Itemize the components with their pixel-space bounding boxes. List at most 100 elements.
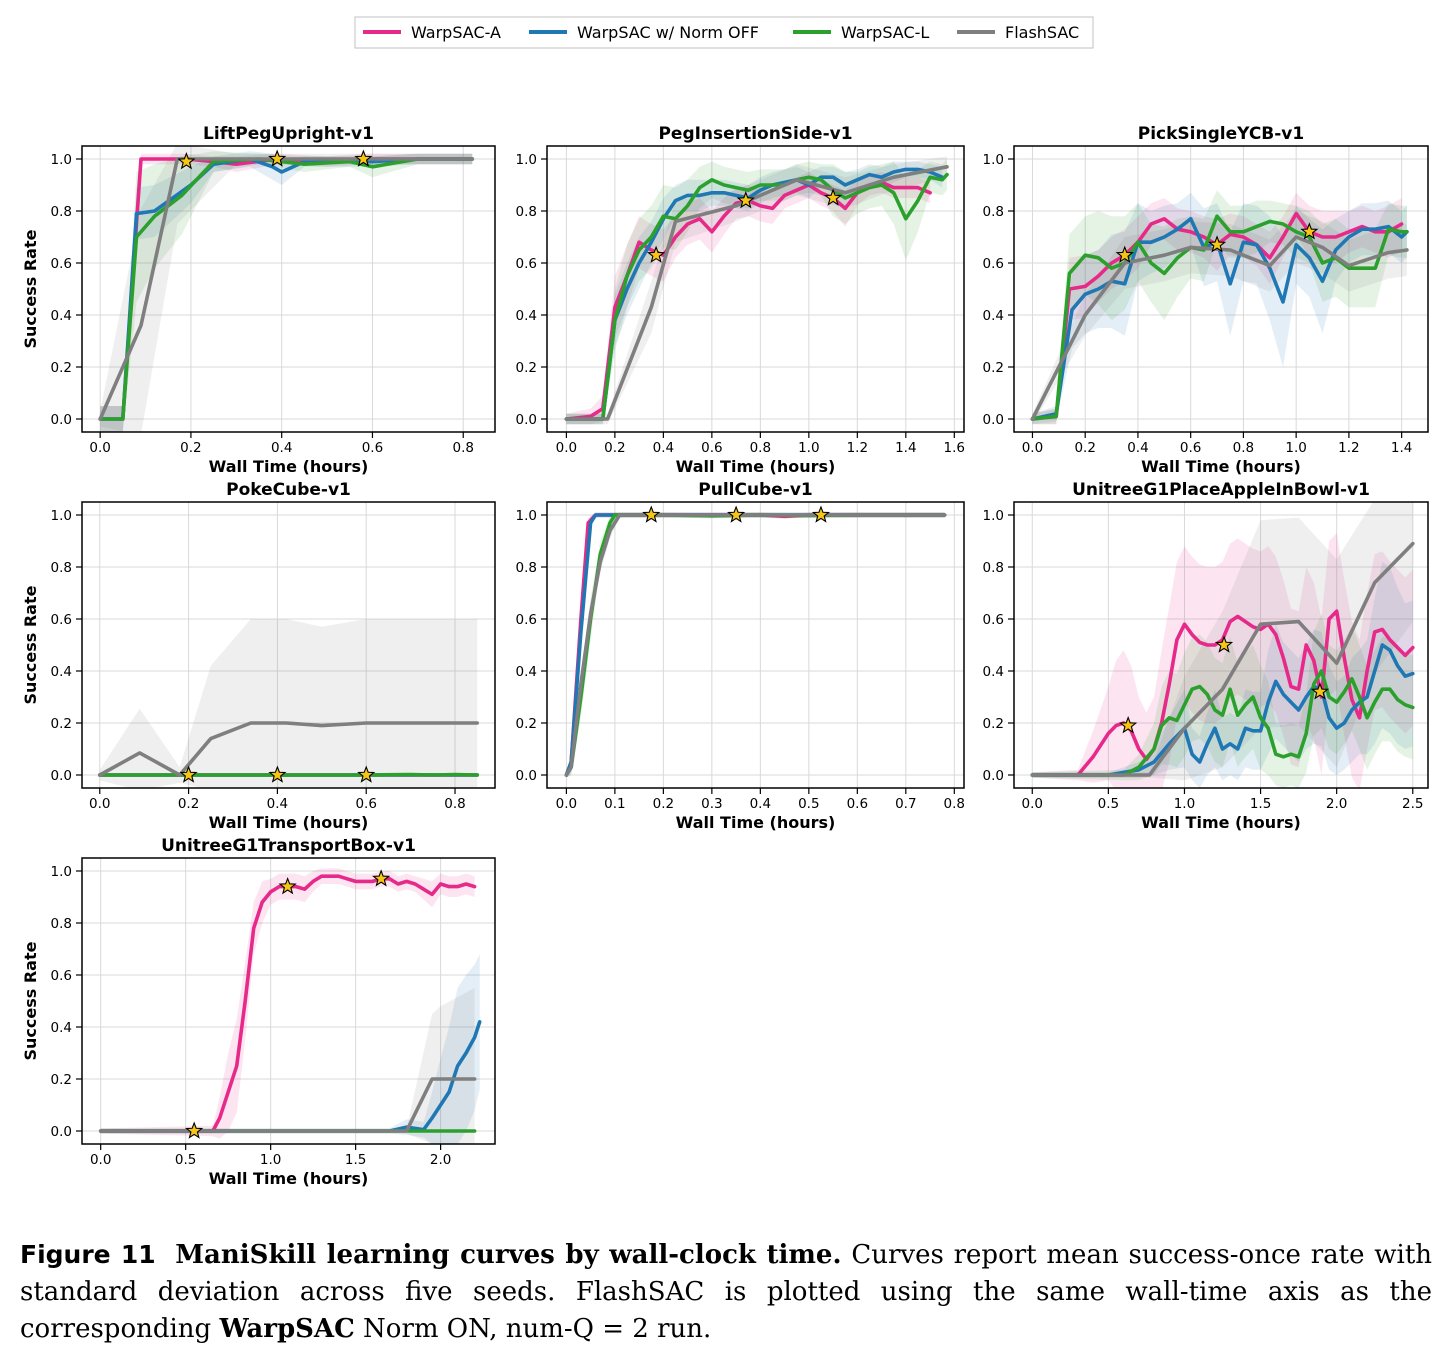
y-tick-label: 0.4 xyxy=(51,308,72,324)
std-band xyxy=(566,512,945,778)
x-tick-label: 0.2 xyxy=(604,440,625,456)
series-line xyxy=(564,172,949,421)
x-tick-label: 1.5 xyxy=(1250,796,1271,812)
std-band xyxy=(566,156,947,425)
y-tick-label: 0.6 xyxy=(516,612,537,628)
axes-frame xyxy=(81,145,496,433)
y-tick-label: 0.0 xyxy=(983,412,1004,428)
y-tick-label: 0.4 xyxy=(516,308,537,324)
y-tick-label: 0.6 xyxy=(51,256,72,272)
y-tick-label: 0.0 xyxy=(51,412,72,428)
x-tick-label: 0.6 xyxy=(362,440,383,456)
x-tick-label: 0.2 xyxy=(1074,440,1095,456)
x-tick-label: 1.0 xyxy=(798,440,819,456)
y-tick-label: 1.0 xyxy=(983,508,1004,524)
plot-area xyxy=(1030,190,1409,425)
caption-text: Curves report mean success-once rate wit… xyxy=(20,1240,1433,1344)
chart-title: PullCube-v1 xyxy=(698,480,812,500)
x-tick-label: 0.6 xyxy=(1180,440,1201,456)
star-marker xyxy=(811,505,831,523)
x-tick-label: 0.6 xyxy=(355,796,376,812)
legend-label-warpsac-norm-off: WarpSAC w/ Norm OFF xyxy=(577,23,759,42)
x-tick-label: 1.2 xyxy=(1338,440,1359,456)
x-tick-label: 0.4 xyxy=(271,440,292,456)
x-tick-label: 0.8 xyxy=(452,440,473,456)
chart-panel-2: 0.0 0.2 0.4 0.6 0.8 1.0 1.2 1.4 1.6 0.0 0.2 0.4 0.6 0… xyxy=(516,124,966,476)
y-tick-label: 0.4 xyxy=(51,1020,72,1036)
y-tick-label: 0.0 xyxy=(516,768,537,784)
axes-frame xyxy=(546,501,965,789)
x-tick-label: 0.4 xyxy=(653,440,674,456)
std-band xyxy=(1032,613,1413,788)
y-tick-label: 1.0 xyxy=(516,508,537,524)
series-line xyxy=(98,1077,477,1133)
chart-title: UnitreeG1TransportBox-v1 xyxy=(161,836,416,856)
y-axis-label: Success Rate xyxy=(21,229,40,348)
x-axis-label: Wall Time (hours) xyxy=(209,813,369,832)
star-marker xyxy=(1207,235,1227,253)
y-axis-label: Success Rate xyxy=(21,941,40,1060)
chart-panel-5: 0.0 0.1 0.2 0.3 0.4 0.5 0.6 0.7 0.8 0.0 0.2 0.4 0.6 0… xyxy=(516,480,966,832)
y-tick-label: 0.0 xyxy=(983,768,1004,784)
x-tick-label: 0.0 xyxy=(556,796,577,812)
series-line xyxy=(98,721,480,777)
star-marker xyxy=(736,191,755,209)
chart-panel-4: 0.0 0.2 0.4 0.6 0.8 0.0 0.2 0.4 0.6 0.8 1.0 PokeCub… xyxy=(21,480,496,832)
star-marker xyxy=(268,149,287,167)
x-tick-label: 0.4 xyxy=(750,796,771,812)
series-line xyxy=(1030,609,1415,777)
x-axis-label: Wall Time (hours) xyxy=(1141,457,1301,476)
axes-frame xyxy=(1013,501,1429,789)
plot-area xyxy=(98,619,480,788)
series-line xyxy=(564,165,949,421)
x-tick-label: 0.0 xyxy=(1022,440,1043,456)
y-tick-label: 1.0 xyxy=(51,864,72,880)
y-tick-label: 0.4 xyxy=(983,664,1004,680)
chart-panel-1: 0.0 0.2 0.4 0.6 0.8 0.0 0.2 0.4 0.6 0.8 1.0 LiftPeg… xyxy=(21,124,496,476)
y-tick-label: 1.0 xyxy=(51,508,72,524)
chart-panel-3: 0.0 0.2 0.4 0.6 0.8 1.0 1.2 1.4 0.0 0.2 0.4 0.6 0.8 1… xyxy=(983,124,1429,476)
figure: WarpSAC-A WarpSAC w/ Norm OFF WarpSAC-L … xyxy=(21,16,1429,1188)
chart-title: UnitreeG1PlaceAppleInBowl-v1 xyxy=(1072,480,1370,500)
series-line xyxy=(564,513,947,777)
x-tick-label: 0.0 xyxy=(1022,796,1043,812)
y-tick-label: 0.2 xyxy=(516,716,537,732)
x-tick-label: 0.0 xyxy=(89,440,110,456)
legend: WarpSAC-A WarpSAC w/ Norm OFF WarpSAC-L … xyxy=(354,16,1094,49)
std-band xyxy=(566,512,945,778)
x-axis-label: Wall Time (hours) xyxy=(676,457,836,476)
axes-frame xyxy=(1013,145,1429,433)
series-line xyxy=(1030,643,1415,777)
x-axis-label: Wall Time (hours) xyxy=(676,813,836,832)
caption-bold-term: WarpSAC xyxy=(219,1314,355,1344)
x-axis-label: Wall Time (hours) xyxy=(209,1169,369,1188)
x-tick-label: 0.6 xyxy=(847,796,868,812)
y-tick-label: 1.0 xyxy=(51,152,72,168)
y-tick-label: 0.2 xyxy=(51,1072,72,1088)
caption-title: ManiSkill learning curves by wall-clock … xyxy=(175,1240,842,1270)
star-marker xyxy=(823,188,843,206)
series-line xyxy=(564,513,947,777)
x-tick-label: 0.2 xyxy=(180,440,201,456)
plot-area xyxy=(564,512,947,778)
y-tick-label: 0.2 xyxy=(516,360,537,376)
y-tick-label: 0.6 xyxy=(51,968,72,984)
y-tick-label: 0.6 xyxy=(516,256,537,272)
axes-frame xyxy=(81,857,496,1145)
series-line xyxy=(564,513,947,777)
y-tick-label: 0.2 xyxy=(983,360,1004,376)
x-tick-label: 0.6 xyxy=(701,440,722,456)
std-band xyxy=(100,151,473,432)
std-band xyxy=(99,619,478,788)
y-tick-label: 0.8 xyxy=(516,204,537,220)
y-tick-label: 0.6 xyxy=(983,612,1004,628)
x-tick-label: 0.2 xyxy=(653,796,674,812)
y-tick-label: 0.0 xyxy=(516,412,537,428)
star-marker xyxy=(357,765,376,783)
star-marker xyxy=(1300,222,1319,240)
chart-title: PokeCube-v1 xyxy=(226,480,351,500)
y-tick-label: 0.4 xyxy=(51,664,72,680)
star-marker xyxy=(1214,635,1234,653)
x-tick-label: 0.8 xyxy=(750,440,771,456)
x-tick-label: 0.0 xyxy=(89,796,110,812)
